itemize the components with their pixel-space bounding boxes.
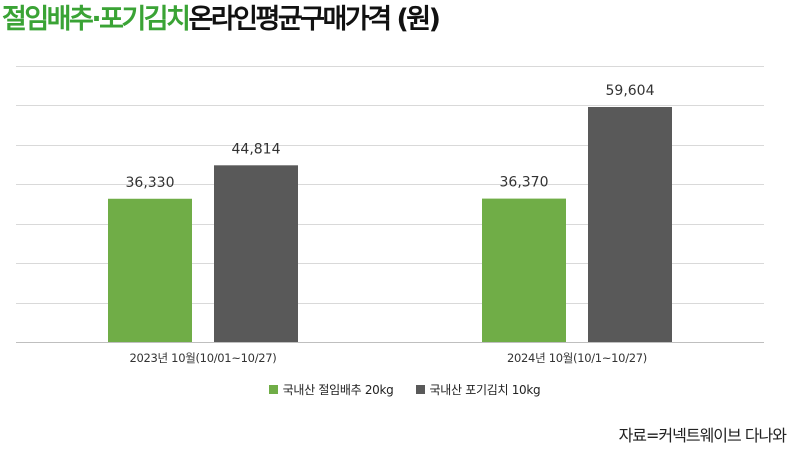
bar-1-2 <box>482 198 566 342</box>
bar-1-1 <box>108 198 192 342</box>
category-label: 2024년 10월(10/1~10/27) <box>507 351 647 365</box>
data-label: 59,604 <box>606 83 655 99</box>
chart-title-rest: 온라인평균구매가격 (원) <box>188 4 440 35</box>
bar-2-2 <box>588 106 672 342</box>
data-label: 36,370 <box>500 175 549 191</box>
legend-swatch-series-1 <box>268 385 278 394</box>
source-note: 자료=커넥트웨이브 다나와 <box>618 426 787 445</box>
data-label: 36,330 <box>126 175 175 191</box>
legend-item-series-2: 국내산 포기김치 10kg <box>415 381 541 398</box>
chart-title-highlight: 절임배추·포기김치 <box>2 4 191 35</box>
legend-label-series-2: 국내산 포기김치 10kg <box>429 383 541 397</box>
data-labels: 36,330 44,814 36,370 59,604 <box>126 83 655 191</box>
data-label: 44,814 <box>232 141 281 157</box>
legend: 국내산 절임배추 20kg 국내산 포기김치 10kg <box>0 381 809 398</box>
category-labels: 2023년 10월(10/01~10/27) 2024년 10월(10/1~10/… <box>129 351 647 365</box>
legend-swatch-series-2 <box>415 385 425 394</box>
category-label: 2023년 10월(10/01~10/27) <box>129 351 276 365</box>
chart-title: 절임배추·포기김치온라인평균구매가격 (원) <box>2 0 441 40</box>
bar-2-1 <box>214 165 298 342</box>
bars <box>108 106 672 342</box>
legend-label-series-1: 국내산 절임배추 20kg <box>282 383 394 397</box>
legend-item-series-1: 국내산 절임배추 20kg <box>268 381 394 398</box>
